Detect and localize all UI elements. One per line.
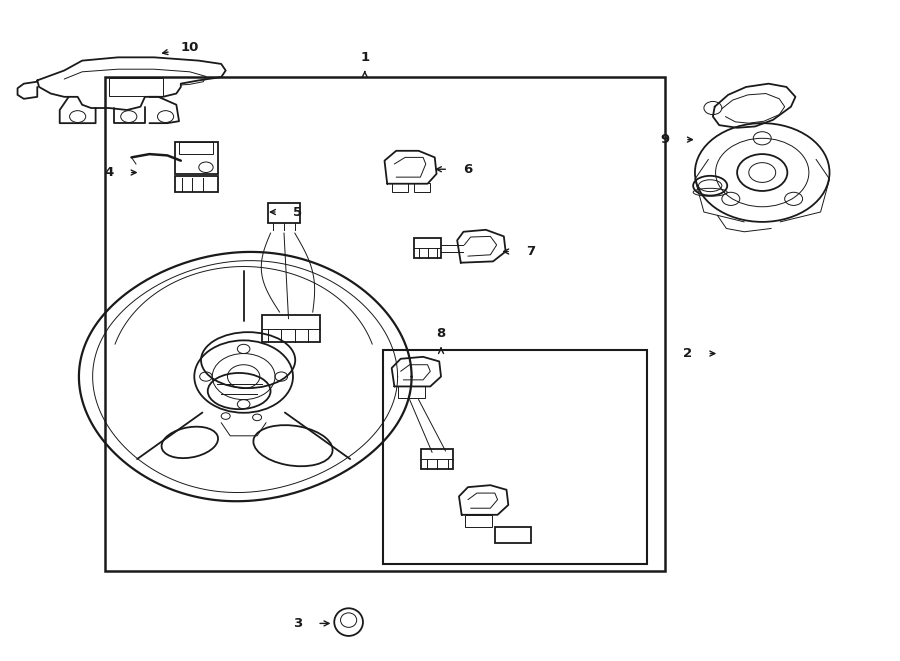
Bar: [109, 78, 163, 96]
Text: 9: 9: [661, 133, 670, 146]
Text: 8: 8: [436, 327, 446, 340]
Bar: [392, 183, 408, 192]
Bar: [382, 350, 647, 564]
Bar: [465, 515, 492, 527]
Bar: [421, 449, 453, 469]
Bar: [414, 239, 441, 258]
Text: 6: 6: [464, 163, 472, 176]
Bar: [179, 142, 213, 154]
Text: 10: 10: [181, 41, 199, 54]
Text: 4: 4: [104, 166, 113, 179]
Bar: [414, 183, 430, 192]
Text: 7: 7: [526, 245, 536, 258]
Text: 1: 1: [360, 51, 369, 64]
Bar: [268, 204, 301, 223]
Bar: [175, 176, 218, 192]
Text: 2: 2: [683, 347, 692, 360]
Text: 5: 5: [292, 206, 302, 219]
Bar: [495, 527, 531, 543]
Bar: [398, 387, 425, 399]
Bar: [175, 142, 218, 174]
Bar: [104, 77, 665, 570]
Bar: [262, 315, 320, 342]
Text: 3: 3: [292, 617, 302, 630]
